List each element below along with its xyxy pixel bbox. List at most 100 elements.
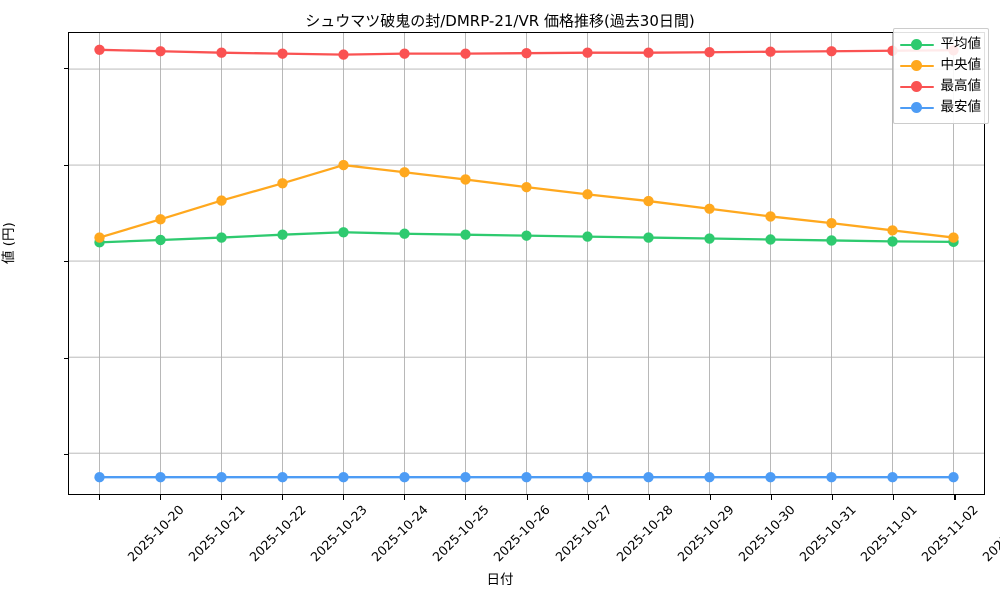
- data-point-marker: [338, 49, 349, 60]
- data-point-marker: [216, 472, 227, 483]
- legend-label: 最安値: [940, 98, 982, 115]
- x-axis-title: 日付: [486, 572, 514, 588]
- data-point-marker: [94, 232, 105, 243]
- data-point-marker: [948, 472, 959, 483]
- data-point-marker: [277, 48, 288, 59]
- data-point-marker: [460, 48, 471, 59]
- x-axis-tick-mark: [587, 495, 589, 500]
- x-axis-tick-label: 2025-10-21: [185, 502, 248, 565]
- data-point-marker: [704, 472, 715, 483]
- data-point-marker: [399, 48, 410, 59]
- x-axis-tick-mark: [954, 495, 956, 500]
- data-point-marker: [826, 235, 837, 246]
- data-point-marker: [399, 167, 410, 178]
- data-point-marker: [155, 234, 166, 246]
- data-point-marker: [582, 47, 593, 58]
- data-point-marker: [216, 232, 227, 243]
- data-point-marker: [521, 47, 532, 59]
- data-point-marker: [521, 230, 532, 241]
- x-axis-tick-mark: [893, 495, 895, 500]
- data-point-marker: [826, 472, 837, 483]
- data-point-marker: [704, 233, 715, 244]
- data-point-marker: [826, 217, 837, 229]
- legend-item-1[interactable]: 平均値: [899, 34, 982, 55]
- data-point-marker: [277, 472, 288, 483]
- x-axis-tick-label: 2025-10-28: [613, 502, 676, 565]
- plot-svg: [69, 33, 984, 494]
- data-point-marker: [887, 472, 898, 483]
- x-axis-tick-mark: [648, 495, 650, 500]
- data-point-marker: [643, 47, 654, 58]
- x-axis-tick-mark: [159, 495, 161, 500]
- data-point-marker: [826, 46, 837, 57]
- x-axis-tick-label: 2025-10-31: [796, 502, 859, 565]
- data-point-marker: [399, 228, 410, 239]
- data-point-marker: [643, 195, 654, 207]
- x-axis-tick-mark: [281, 495, 284, 500]
- legend-swatch-icon: [899, 80, 934, 94]
- x-axis-tick-label: 2025-10-25: [429, 502, 493, 565]
- y-axis-title: 値 (円): [1, 222, 17, 264]
- data-point-marker: [765, 211, 776, 222]
- x-axis-tick-mark: [709, 495, 711, 500]
- data-point-marker: [277, 178, 288, 189]
- data-point-marker: [338, 227, 349, 238]
- x-axis-tick-mark: [343, 495, 345, 500]
- x-axis-tick-mark: [220, 495, 222, 500]
- y-axis-tick-mark: [63, 164, 68, 166]
- y-axis-tick-mark: [63, 68, 68, 70]
- data-point-marker: [216, 47, 227, 58]
- y-axis-tick-mark: [63, 261, 68, 263]
- x-axis-tick-mark: [98, 495, 100, 500]
- legend-item-4[interactable]: 最安値: [899, 97, 982, 118]
- data-point-marker: [155, 46, 166, 57]
- data-point-marker: [643, 472, 654, 483]
- legend-swatch-icon: [899, 59, 934, 73]
- data-point-marker: [277, 229, 288, 240]
- data-point-marker: [582, 231, 593, 242]
- x-axis-tick-label: 2025-11-02: [918, 502, 982, 565]
- data-point-marker: [338, 159, 349, 171]
- x-axis-tick-label: 2025-10-22: [246, 502, 309, 565]
- legend-item-3[interactable]: 最高値: [899, 76, 981, 97]
- data-point-marker: [887, 225, 898, 236]
- data-point-marker: [155, 472, 166, 483]
- data-point-marker: [94, 44, 105, 55]
- chart-title: シュウマツ破鬼の封/DMRP-21/VR 価格推移(過去30日間): [305, 12, 695, 30]
- data-point-marker: [460, 472, 471, 483]
- data-point-marker: [643, 232, 654, 243]
- data-point-marker: [338, 472, 349, 483]
- data-point-marker: [704, 203, 715, 214]
- data-point-marker: [765, 472, 776, 483]
- legend-label: 中央値: [940, 56, 982, 73]
- data-point-marker: [704, 47, 715, 58]
- legend-item-2[interactable]: 中央値: [899, 55, 982, 76]
- x-axis-tick-label: 2025-10-20: [124, 502, 187, 565]
- plot-area: [68, 32, 985, 495]
- x-axis-tick-label: 2025-11-03: [979, 502, 1000, 565]
- x-axis-tick-label: 2025-10-26: [490, 502, 554, 565]
- x-axis-tick-mark: [404, 495, 406, 500]
- data-point-marker: [399, 472, 410, 483]
- x-axis-tick-mark: [771, 495, 773, 500]
- x-axis-tick-label: 2025-10-23: [307, 502, 370, 565]
- data-point-marker: [948, 232, 959, 243]
- data-point-marker: [460, 229, 471, 240]
- x-axis-tick-mark: [526, 495, 528, 500]
- x-axis-tick-label: 2025-10-24: [368, 502, 431, 565]
- x-axis-tick-label: 2025-11-01: [857, 502, 920, 565]
- legend-swatch-icon: [899, 38, 934, 52]
- data-point-marker: [155, 214, 166, 225]
- data-point-marker: [582, 189, 593, 200]
- data-point-marker: [460, 174, 471, 185]
- y-axis-tick-mark: [63, 454, 68, 456]
- data-point-marker: [582, 472, 593, 483]
- y-axis-tick-mark: [63, 357, 68, 359]
- data-point-marker: [521, 181, 532, 193]
- data-point-marker: [94, 472, 105, 483]
- x-axis-tick-label: 2025-10-27: [551, 502, 615, 565]
- data-point-marker: [216, 195, 227, 206]
- x-axis-tick-label: 2025-10-30: [735, 502, 798, 565]
- legend-label: 平均値: [940, 35, 982, 52]
